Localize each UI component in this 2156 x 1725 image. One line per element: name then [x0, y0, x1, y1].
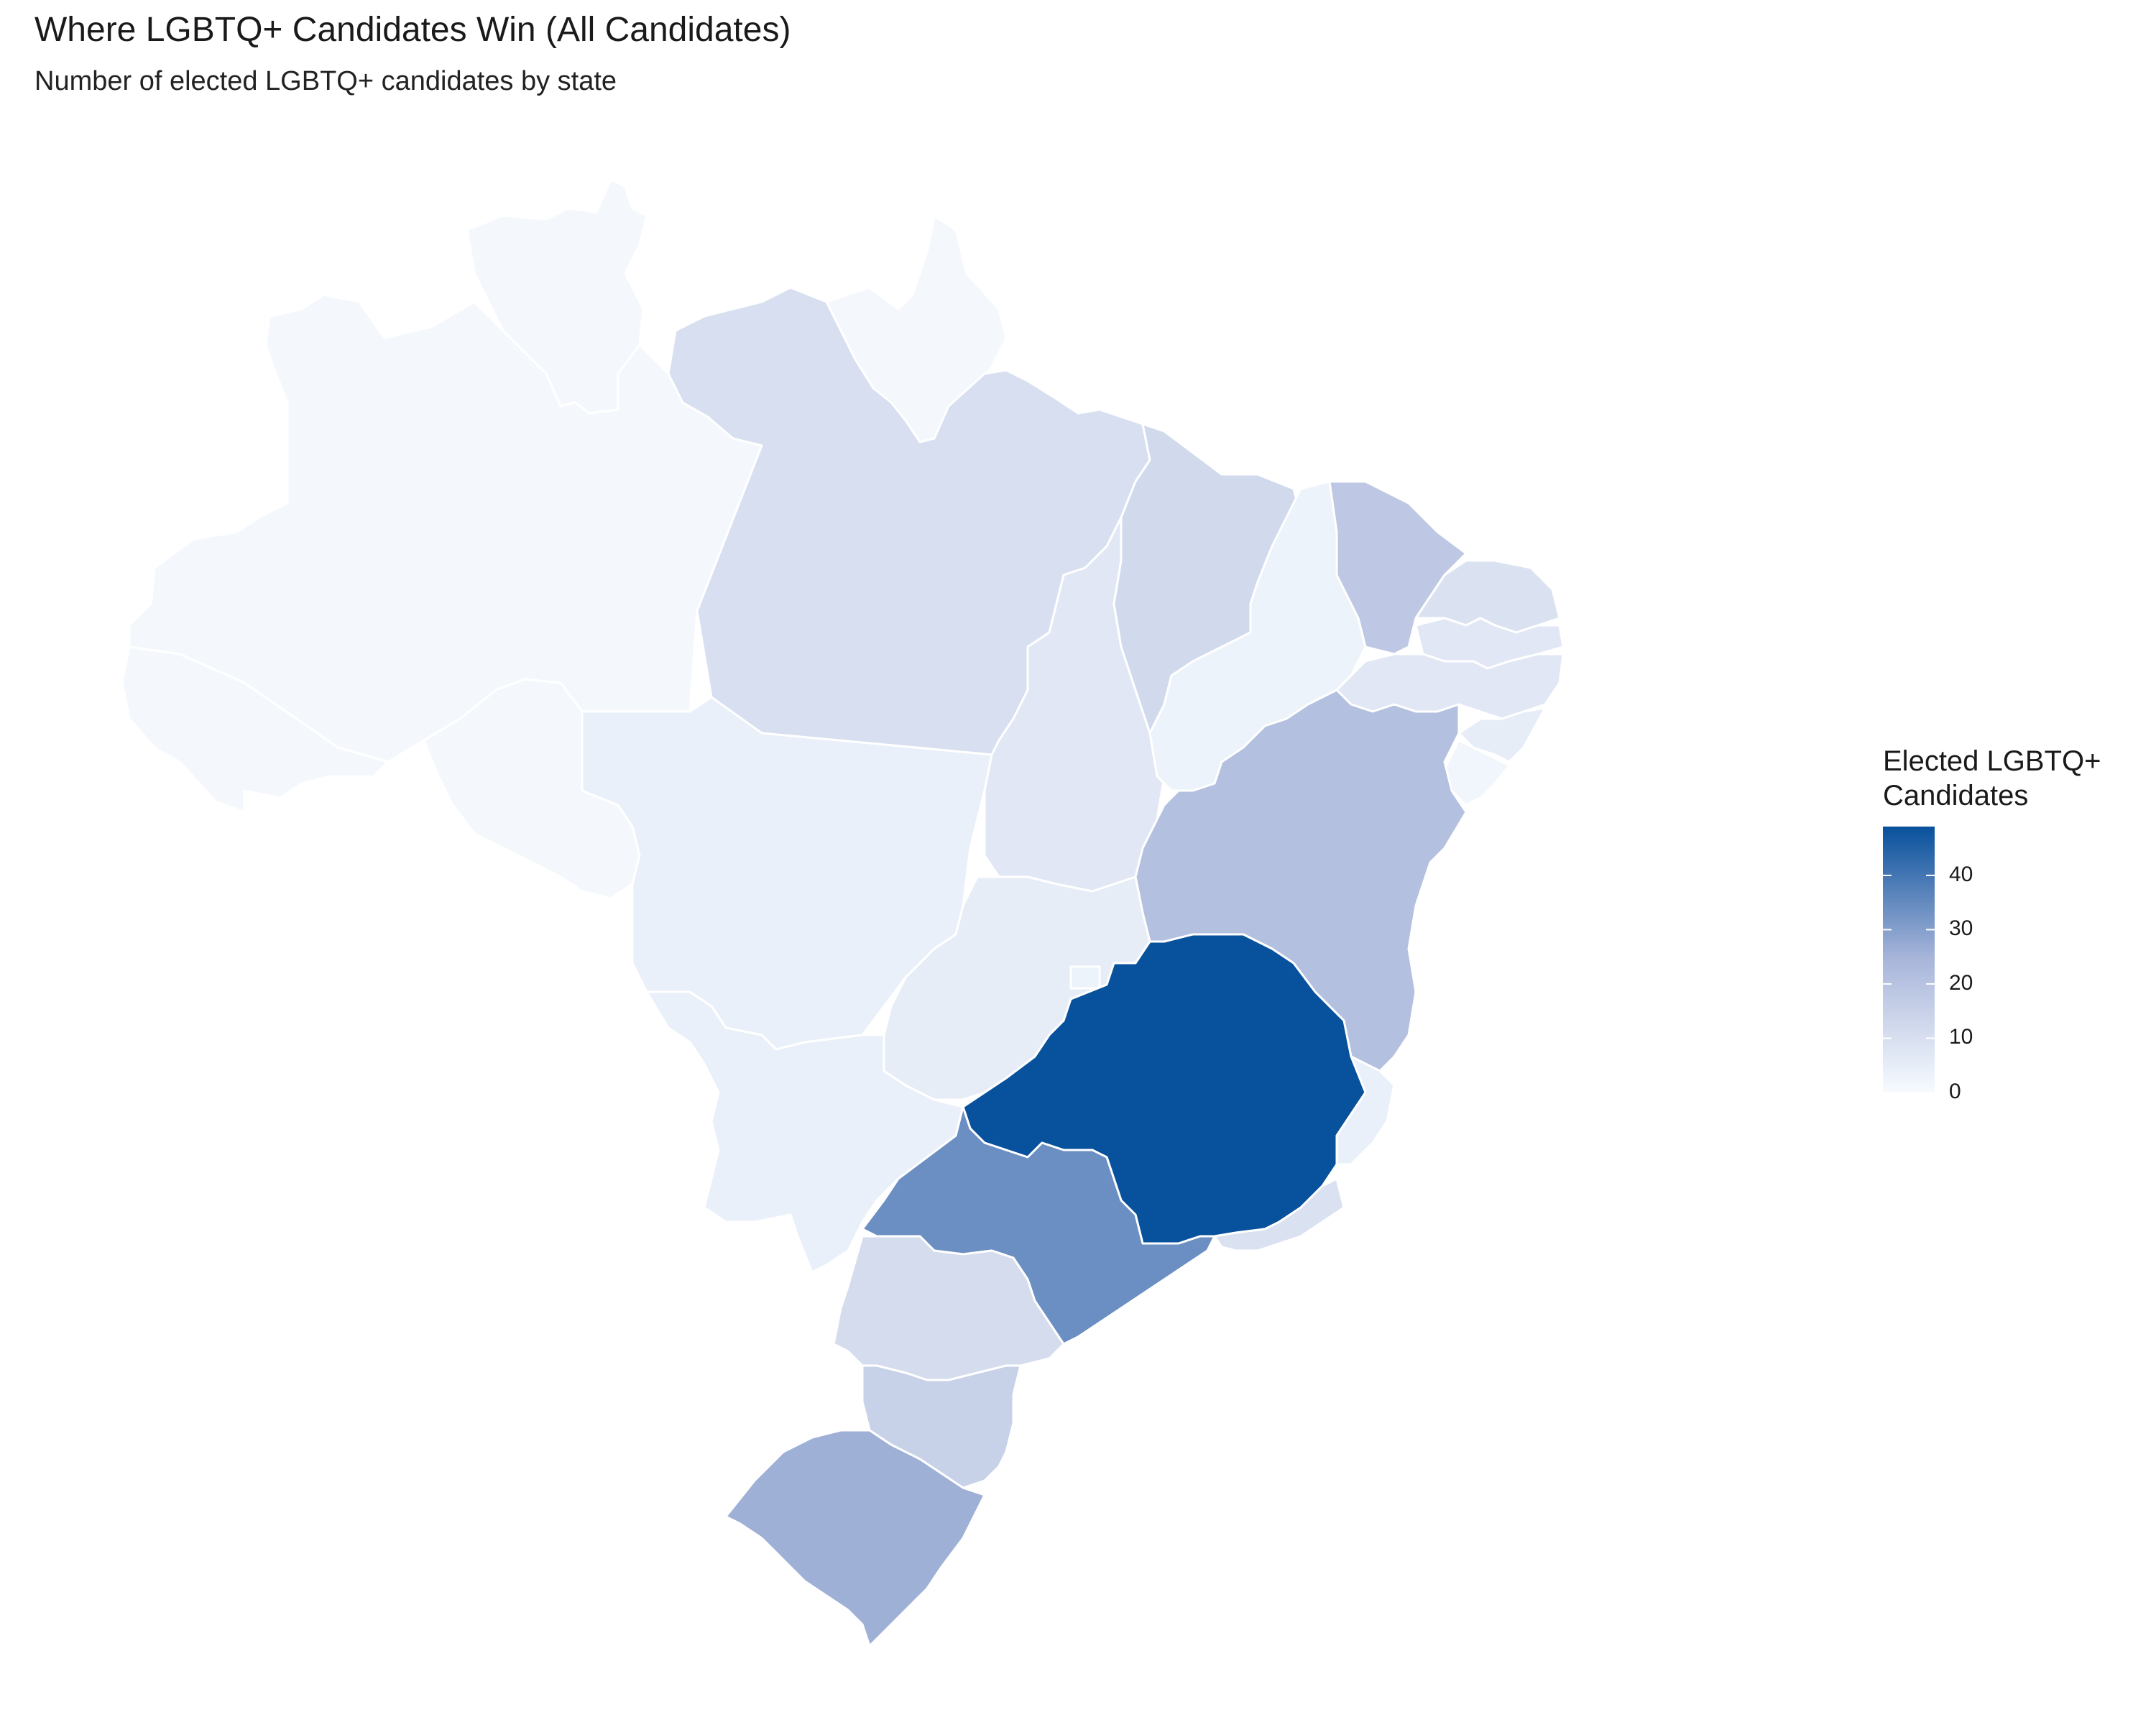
legend-color-bar	[1883, 827, 1935, 1092]
state-df	[1069, 965, 1101, 990]
chart-title: Where LGBTQ+ Candidates Win (All Candida…	[34, 11, 791, 49]
legend-title: Elected LGBTQ+ Candidates	[1883, 745, 2101, 811]
state-es	[1335, 1055, 1396, 1166]
chart-subtitle: Number of elected LGBTQ+ candidates by s…	[34, 66, 617, 96]
state-al	[1457, 707, 1547, 763]
legend-tick-label: 10	[1949, 1025, 1973, 1049]
legend-tick-label: 0	[1949, 1080, 1961, 1103]
state-rs	[724, 1429, 986, 1647]
state-ms	[645, 990, 964, 1274]
legend-tick-label: 20	[1949, 970, 1973, 995]
state-rj	[1213, 1177, 1345, 1252]
legend-tick-label: 30	[1949, 916, 1973, 941]
legend-tick-label: 40	[1949, 862, 1973, 886]
state-ac	[121, 645, 390, 814]
